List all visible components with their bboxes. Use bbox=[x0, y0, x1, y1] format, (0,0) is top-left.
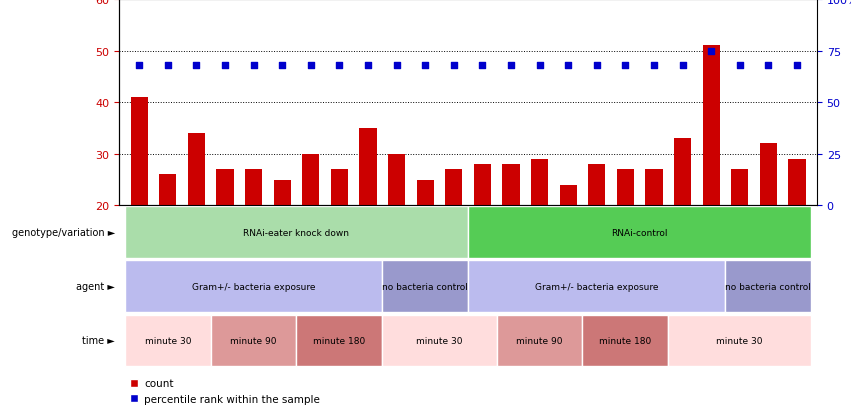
Bar bbox=[531, 159, 548, 206]
Text: time ►: time ► bbox=[83, 336, 115, 346]
Bar bbox=[645, 170, 663, 206]
Point bbox=[504, 62, 517, 69]
Point bbox=[562, 62, 575, 69]
Bar bbox=[588, 165, 605, 206]
Text: no bacteria control: no bacteria control bbox=[382, 282, 468, 291]
Bar bbox=[211, 315, 296, 366]
Bar bbox=[331, 170, 348, 206]
Bar bbox=[388, 154, 405, 206]
Point bbox=[247, 62, 260, 69]
Bar bbox=[497, 315, 582, 366]
Point bbox=[533, 62, 546, 69]
Bar bbox=[703, 46, 720, 206]
Point bbox=[218, 62, 231, 69]
Point bbox=[447, 62, 460, 69]
Text: RNAi-control: RNAi-control bbox=[611, 228, 668, 237]
Bar bbox=[582, 315, 668, 366]
Bar bbox=[674, 139, 691, 206]
Point bbox=[762, 62, 775, 69]
Bar bbox=[216, 170, 233, 206]
Point bbox=[619, 62, 632, 69]
Bar bbox=[382, 315, 497, 366]
Point bbox=[161, 62, 174, 69]
Text: agent ►: agent ► bbox=[76, 282, 115, 292]
Text: no bacteria control: no bacteria control bbox=[725, 282, 811, 291]
Text: minute 90: minute 90 bbox=[231, 336, 277, 345]
Text: Gram+/- bacteria exposure: Gram+/- bacteria exposure bbox=[535, 282, 659, 291]
Bar bbox=[125, 207, 468, 259]
Text: minute 30: minute 30 bbox=[416, 336, 463, 345]
Bar bbox=[273, 180, 291, 206]
Point bbox=[333, 62, 346, 69]
Bar bbox=[188, 134, 205, 206]
Point bbox=[276, 62, 289, 69]
Bar bbox=[359, 128, 376, 206]
Bar bbox=[468, 261, 725, 313]
Text: RNAi-eater knock down: RNAi-eater knock down bbox=[243, 228, 350, 237]
Bar bbox=[731, 170, 748, 206]
Point bbox=[190, 62, 203, 69]
Bar bbox=[382, 261, 468, 313]
Point bbox=[733, 62, 746, 69]
Text: Gram+/- bacteria exposure: Gram+/- bacteria exposure bbox=[191, 282, 316, 291]
Legend: count, percentile rank within the sample: count, percentile rank within the sample bbox=[124, 374, 324, 408]
Text: minute 180: minute 180 bbox=[313, 336, 365, 345]
Bar bbox=[474, 165, 491, 206]
Bar bbox=[668, 315, 811, 366]
Bar bbox=[159, 175, 176, 206]
Bar bbox=[125, 315, 211, 366]
Bar bbox=[617, 170, 634, 206]
Text: minute 180: minute 180 bbox=[599, 336, 652, 345]
Point bbox=[790, 62, 803, 69]
Bar bbox=[468, 207, 811, 259]
Bar bbox=[560, 185, 577, 206]
Text: genotype/variation ►: genotype/variation ► bbox=[12, 228, 115, 238]
Bar bbox=[725, 261, 811, 313]
Point bbox=[390, 62, 403, 69]
Bar bbox=[788, 159, 806, 206]
Bar bbox=[296, 315, 382, 366]
Point bbox=[590, 62, 603, 69]
Point bbox=[419, 62, 432, 69]
Point bbox=[361, 62, 374, 69]
Point bbox=[304, 62, 317, 69]
Text: minute 90: minute 90 bbox=[517, 336, 563, 345]
Point bbox=[705, 48, 718, 55]
Bar bbox=[502, 165, 519, 206]
Point bbox=[476, 62, 489, 69]
Bar bbox=[125, 261, 382, 313]
Point bbox=[676, 62, 689, 69]
Bar bbox=[302, 154, 319, 206]
Bar bbox=[445, 170, 462, 206]
Point bbox=[647, 62, 660, 69]
Point bbox=[133, 62, 146, 69]
Bar bbox=[417, 180, 434, 206]
Bar bbox=[245, 170, 262, 206]
Text: minute 30: minute 30 bbox=[717, 336, 763, 345]
Text: minute 30: minute 30 bbox=[145, 336, 191, 345]
Bar bbox=[760, 144, 777, 206]
Bar bbox=[130, 98, 148, 206]
